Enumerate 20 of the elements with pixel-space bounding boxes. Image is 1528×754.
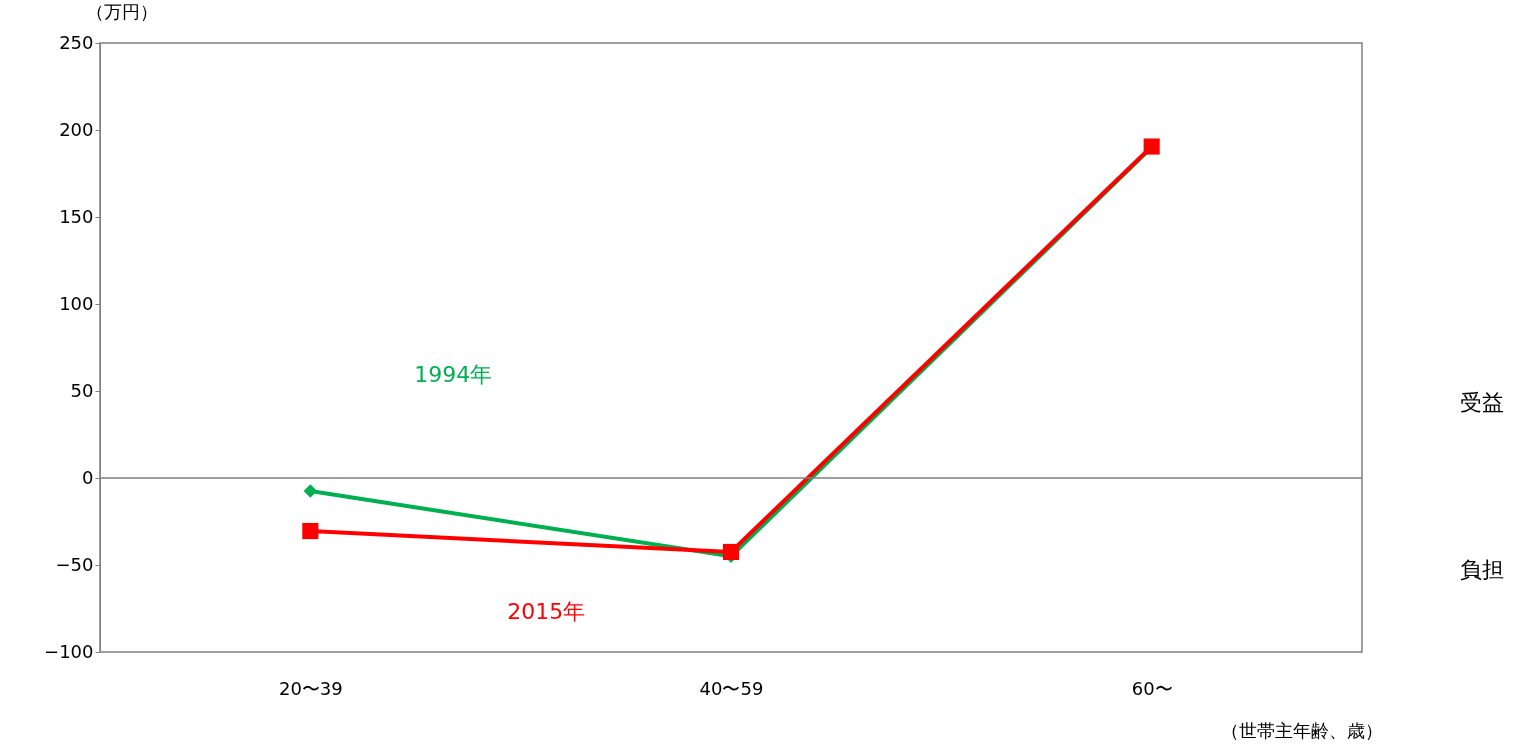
text: 1994年 [414, 362, 493, 388]
x-tick-label: 60〜 [1131, 677, 1173, 699]
point [722, 543, 740, 561]
y-tick-label: −50 [55, 553, 94, 575]
y-tick-label: 0 [82, 466, 94, 488]
y-tick-label: 200 [59, 118, 94, 140]
text: 2015年 [507, 599, 586, 625]
y-tick-label: 250 [59, 31, 94, 53]
y-tick-label: 50 [70, 379, 94, 401]
y-tick-label: 100 [59, 292, 94, 314]
y-tick-label: −100 [44, 640, 94, 662]
text: 負担 [1460, 557, 1504, 582]
x-tick-label: 20〜39 [278, 677, 343, 699]
x-tick-label: 40〜59 [699, 677, 764, 699]
point [302, 523, 319, 540]
y-tick-label: 150 [59, 205, 94, 227]
y-axis-title: （万円） [85, 0, 158, 22]
point [303, 484, 318, 498]
text: 受益 [1460, 390, 1504, 415]
x-axis-title: （世帯主年齢、歳） [1220, 719, 1383, 741]
